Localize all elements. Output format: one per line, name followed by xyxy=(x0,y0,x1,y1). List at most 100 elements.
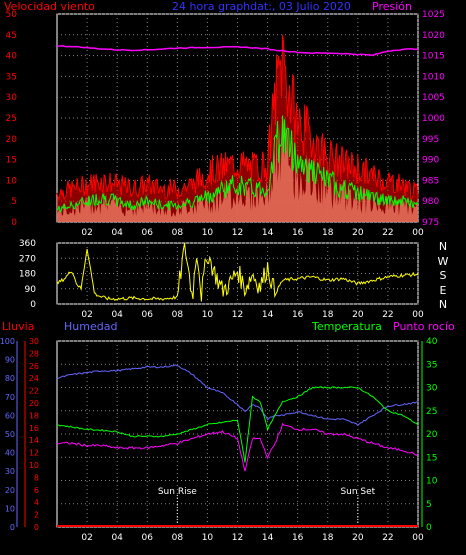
compass-s: S xyxy=(439,269,447,282)
direction-ytick-2: 180 xyxy=(19,270,36,280)
rain-ytick-6: 12 xyxy=(29,449,39,458)
climate-xtick-3: 08 xyxy=(172,533,184,543)
temp-ytick-4: 20 xyxy=(426,430,438,440)
climate-xtick-2: 06 xyxy=(142,533,154,543)
compass-n-top: N xyxy=(438,240,448,253)
wind-xtick-4: 10 xyxy=(202,228,214,238)
direction-xtick-7: 16 xyxy=(292,310,304,320)
rain-ytick-15: 30 xyxy=(29,337,39,346)
dewpoint-axis-title: Punto rocío xyxy=(393,320,455,333)
climate-xtick-0: 02 xyxy=(81,533,92,543)
pressure-ytick-4: 995 xyxy=(422,135,439,145)
compass-w: W xyxy=(437,254,449,268)
direction-ytick-1: 90 xyxy=(25,285,37,295)
direction-panel: 0 90 180 270 360 02 04 06 08 10 12 14 16 18 20 22 00 xyxy=(19,239,424,320)
temp-ytick-1: 5 xyxy=(426,500,432,510)
wind-ytick-7: 35 xyxy=(6,72,17,82)
rain-ytick-3: 6 xyxy=(34,486,39,495)
wind-ytick-6: 30 xyxy=(6,93,18,103)
direction-xtick-1: 04 xyxy=(111,310,123,320)
sun-label-1: Sun Set xyxy=(340,487,375,497)
humidity-axis-title: Humedad xyxy=(64,320,118,333)
wind-xtick-0: 02 xyxy=(81,228,92,238)
climate-xtick-4: 10 xyxy=(202,533,214,543)
temp-ytick-2: 10 xyxy=(426,477,438,487)
sun-label-0: Sun Rise xyxy=(158,487,197,497)
climate-xtick-9: 20 xyxy=(352,533,364,543)
humidity-ytick-3: 30 xyxy=(5,467,15,476)
direction-xtick-3: 08 xyxy=(172,310,184,320)
humidity-line xyxy=(56,364,419,427)
rain-ytick-8: 16 xyxy=(29,424,39,433)
climate-xtick-11: 00 xyxy=(412,533,424,543)
wind-xtick-8: 18 xyxy=(322,228,334,238)
wind-ytick-3: 15 xyxy=(6,156,17,166)
wind-xtick-5: 12 xyxy=(232,228,243,238)
pressure-ytick-0: 975 xyxy=(422,218,439,228)
direction-xtick-4: 10 xyxy=(202,310,214,320)
temp-ytick-7: 35 xyxy=(426,360,437,370)
humidity-ytick-2: 20 xyxy=(5,486,15,495)
humidity-ytick-5: 50 xyxy=(5,430,15,439)
rain-ytick-12: 24 xyxy=(29,374,39,383)
rain-ytick-11: 22 xyxy=(29,387,39,396)
direction-xtick-5: 12 xyxy=(232,310,243,320)
wind-ytick-0: 0 xyxy=(11,218,17,228)
direction-ytick-3: 270 xyxy=(19,254,36,264)
rain-ytick-1: 2 xyxy=(34,511,39,520)
temp-ytick-3: 15 xyxy=(426,453,437,463)
direction-xtick-8: 18 xyxy=(322,310,334,320)
humidity-ytick-7: 70 xyxy=(5,393,15,402)
rain-ytick-0: 0 xyxy=(34,523,39,532)
rain-ytick-5: 10 xyxy=(29,461,39,470)
wind-ytick-10: 50 xyxy=(6,10,18,20)
rain-ytick-4: 8 xyxy=(34,473,39,482)
rain-axis-title: Lluvia xyxy=(2,320,35,333)
temp-ytick-6: 30 xyxy=(426,384,438,394)
temperature-line xyxy=(57,386,419,463)
humidity-ytick-1: 10 xyxy=(5,504,15,513)
pressure-ytick-9: 1020 xyxy=(422,31,445,41)
pressure-ytick-8: 1015 xyxy=(422,52,445,62)
pressure-line xyxy=(56,45,419,57)
wind-xtick-9: 20 xyxy=(352,228,364,238)
climate-xtick-6: 14 xyxy=(262,533,274,543)
pressure-ytick-5: 1000 xyxy=(422,114,445,124)
pressure-ytick-3: 990 xyxy=(422,156,439,166)
rain-ytick-10: 20 xyxy=(29,399,39,408)
direction-ytick-0: 0 xyxy=(30,300,36,310)
wind-xtick-7: 16 xyxy=(292,228,304,238)
rain-ytick-7: 14 xyxy=(29,436,39,445)
climate-xtick-7: 16 xyxy=(292,533,304,543)
pressure-ytick-10: 1025 xyxy=(422,10,445,20)
wind-ytick-4: 20 xyxy=(6,135,18,145)
pressure-ytick-2: 985 xyxy=(422,176,439,186)
wind-xtick-10: 22 xyxy=(382,228,393,238)
wind-xtick-3: 08 xyxy=(172,228,184,238)
wind-speed-axis-title: Velocidad viento xyxy=(4,0,95,13)
climate-xtick-10: 22 xyxy=(382,533,393,543)
climate-xtick-1: 04 xyxy=(111,533,123,543)
wind-ytick-5: 25 xyxy=(6,114,17,124)
humidity-ytick-9: 90 xyxy=(5,356,15,365)
wind-gust-line xyxy=(56,34,419,202)
direction-xtick-2: 06 xyxy=(142,310,154,320)
direction-xtick-9: 20 xyxy=(352,310,364,320)
rain-ytick-13: 26 xyxy=(29,362,39,371)
pressure-ytick-1: 980 xyxy=(422,197,439,207)
direction-xtick-0: 02 xyxy=(81,310,92,320)
temperature-axis-title: Temperatura xyxy=(312,320,382,333)
rain-ytick-9: 18 xyxy=(29,411,39,420)
wind-xtick-11: 00 xyxy=(412,228,424,238)
direction-xtick-6: 14 xyxy=(262,310,274,320)
direction-xtick-10: 22 xyxy=(382,310,393,320)
wind-xtick-2: 06 xyxy=(142,228,154,238)
wind-panel: 0510152025303540455097598098599099510001… xyxy=(6,10,446,238)
wind-ytick-8: 40 xyxy=(6,52,18,62)
humidity-ytick-10: 100 xyxy=(0,337,15,346)
compass-n-bottom: N xyxy=(438,298,448,311)
rain-ytick-14: 28 xyxy=(29,349,39,358)
humidity-ytick-0: 0 xyxy=(10,523,15,532)
pressure-ytick-6: 1005 xyxy=(422,93,445,103)
